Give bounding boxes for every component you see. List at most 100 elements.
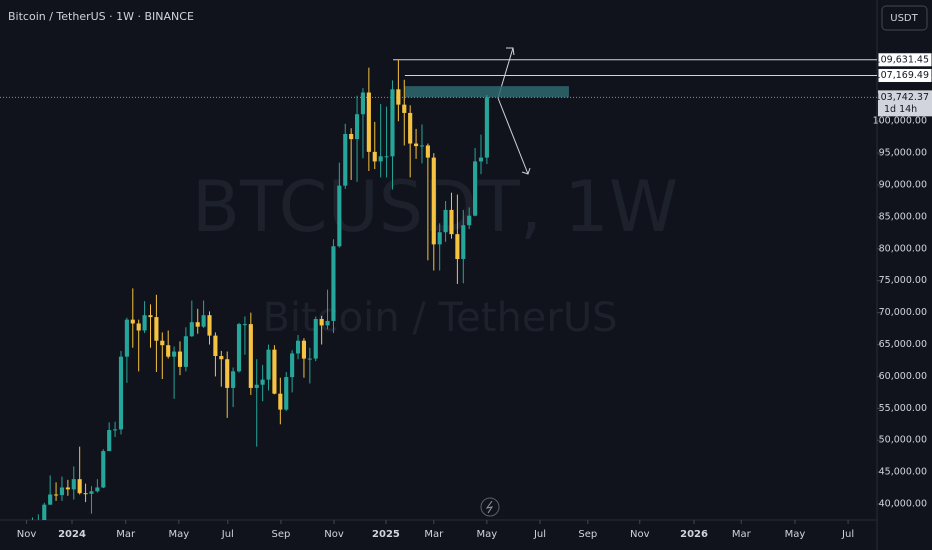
- x-tick-label: Jul: [221, 529, 234, 540]
- candle-body: [83, 493, 88, 495]
- candle-body: [71, 479, 76, 490]
- x-tick-label: Jul: [533, 529, 546, 540]
- x-tick-label: Nov: [324, 529, 344, 540]
- y-tick-label: 90,000.00: [879, 180, 927, 191]
- zone: [404, 86, 569, 98]
- candle-body: [284, 377, 289, 410]
- replay-icon[interactable]: [480, 497, 500, 517]
- candle-body: [183, 336, 188, 367]
- candle-body: [207, 315, 212, 336]
- y-tick-label: 40,000.00: [879, 499, 927, 510]
- candle-body: [65, 487, 70, 490]
- x-tick-label: Mar: [424, 529, 444, 540]
- candle-body: [42, 504, 47, 520]
- price-label-box: [877, 67, 932, 83]
- candle-body: [166, 345, 171, 357]
- candle-body: [449, 209, 454, 235]
- candle-body: [219, 356, 224, 360]
- x-tick-label: 2026: [680, 529, 708, 540]
- candle-body: [260, 379, 265, 385]
- x-tick-label: Nov: [17, 529, 37, 540]
- candle-body: [177, 351, 183, 367]
- candle-body: [172, 351, 177, 357]
- x-tick-label: May: [785, 529, 806, 540]
- candle-body: [337, 185, 342, 247]
- icon-bolt[interactable]: [485, 500, 494, 514]
- price-label: 107,169.49: [875, 70, 929, 81]
- candle-body: [195, 322, 200, 327]
- candle-body: [124, 319, 129, 357]
- candle-body: [130, 319, 135, 324]
- chart-title: Bitcoin / TetherUS · 1W · BINANCE: [8, 10, 194, 23]
- candle-body: [478, 157, 484, 162]
- x-tick-label: 2024: [58, 529, 86, 540]
- candle-body: [414, 143, 419, 147]
- currency-button[interactable]: [881, 5, 928, 31]
- candle-body: [242, 324, 247, 326]
- y-tick-label: 65,000.00: [879, 339, 927, 350]
- candle-body: [408, 112, 413, 144]
- x-tick-label: Sep: [271, 529, 290, 540]
- x-tick-label: Jul: [841, 529, 854, 540]
- candle-body: [349, 133, 354, 140]
- candle-body: [113, 429, 118, 431]
- candle-body: [354, 114, 360, 140]
- candle-body: [295, 340, 301, 354]
- candle-body: [231, 371, 236, 388]
- y-tick-label: 45,000.00: [879, 467, 927, 478]
- candle-body: [467, 215, 472, 226]
- candle-body: [236, 324, 242, 372]
- y-tick-label: 50,000.00: [879, 435, 927, 446]
- candle-body: [319, 319, 324, 326]
- arrow-down: [497, 97, 529, 175]
- candle-body: [360, 92, 366, 115]
- candle-body: [390, 89, 395, 157]
- candle-body: [419, 145, 425, 147]
- candle-body: [372, 151, 377, 162]
- x-tick-label: May: [477, 529, 498, 540]
- x-tick-label: May: [168, 529, 189, 540]
- candle-body: [331, 246, 336, 321]
- candle-body: [201, 315, 206, 327]
- candle-body: [189, 322, 194, 337]
- candle-body: [484, 97, 489, 158]
- candle-body: [378, 156, 383, 162]
- candle-body: [213, 335, 218, 357]
- candle-body: [301, 340, 307, 359]
- y-tick-label: 80,000.00: [879, 243, 927, 254]
- last-price-label: 103,742.37: [875, 92, 929, 103]
- candle-body: [118, 356, 124, 430]
- candle-body: [425, 145, 430, 158]
- arrow-down-head: [521, 167, 531, 175]
- candle-body: [154, 317, 159, 341]
- x-tick-label: Mar: [116, 529, 136, 540]
- candle-body: [278, 393, 283, 410]
- candle-body: [54, 494, 59, 496]
- price-label-box: [877, 52, 932, 68]
- candle-body: [343, 133, 348, 186]
- candle-body: [136, 323, 141, 331]
- axes: 40,000.00 45,000.00 50,000.00 55,000.00 60,0…: [17, 52, 932, 540]
- candle-body: [325, 320, 330, 326]
- x-tick-label: Nov: [630, 529, 650, 540]
- candle-body: [396, 89, 401, 105]
- candle-body: [107, 430, 112, 452]
- y-tick-label: 85,000.00: [879, 211, 927, 222]
- currency-label[interactable]: USDT: [890, 13, 918, 24]
- icon-circle[interactable]: [480, 497, 500, 517]
- candle-body: [101, 451, 106, 488]
- candle-body: [290, 353, 295, 378]
- y-tick-label: 60,000.00: [879, 371, 927, 382]
- y-tick-label: 95,000.00: [879, 148, 927, 159]
- price-label: 109,631.45: [875, 54, 929, 65]
- candle-body: [431, 157, 436, 245]
- y-tick-label: 75,000.00: [879, 275, 927, 286]
- candle-body: [248, 324, 253, 388]
- candle-body: [266, 349, 271, 380]
- candle-body: [48, 494, 53, 505]
- candle-body: [473, 161, 478, 216]
- candle-body: [313, 319, 318, 359]
- candle-body: [437, 232, 442, 245]
